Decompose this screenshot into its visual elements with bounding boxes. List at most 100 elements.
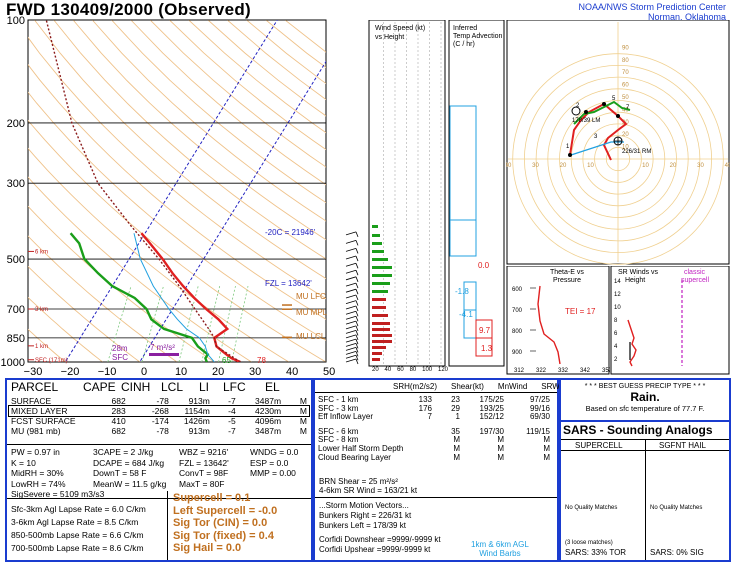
temp-tick-label: 30 [249, 366, 261, 378]
wind-speed-bar [372, 314, 388, 317]
wind-barb-flag [355, 311, 359, 317]
pressure-tick-label: 500 [7, 254, 25, 266]
kin-cell: M [453, 452, 460, 462]
wind-speed-grid [383, 22, 442, 364]
skewt-series [45, 20, 241, 362]
kin-cell: 119/15 [526, 426, 550, 436]
skewt-frame [27, 19, 327, 363]
dry-adiabat [53, 20, 326, 260]
wind-barb-flag [355, 325, 359, 332]
hodo-trace-mid [573, 100, 631, 125]
wind-barb-flag [355, 339, 359, 345]
kin-row: Cloud Bearing Layer M M M [317, 452, 551, 463]
hodo-height-marker [616, 114, 620, 118]
dry-adiabat [72, 20, 326, 241]
wind-barb-flag [355, 347, 359, 353]
dry-adiabat [28, 119, 326, 362]
parcel-row[interactable]: FCST SURFACE 410 -174 1426m -5 4096m M [9, 416, 309, 426]
hodo-tick-x: 30 [697, 163, 704, 169]
wind-speed-bar [372, 225, 378, 228]
height-label: 3 km [35, 307, 48, 313]
hodo-lm-label: 178/39 LM [572, 118, 600, 124]
temp-adv-title: Inferred [453, 25, 478, 32]
org-line-2: Norman, Oklahoma [647, 12, 726, 22]
lapse-rate: Sfc-3km Agl Lapse Rate = 6.0 C/km [11, 504, 146, 514]
barb-legend-1: 1km & 6km AGL [471, 540, 529, 549]
kin-cell: 176 [418, 403, 432, 413]
dry-adiabat [28, 64, 326, 320]
srw-panel: 14 12 10 8 6 4 2 [610, 266, 730, 375]
parcel-cell: -268 [151, 406, 169, 416]
theta-x-label: 342 [580, 368, 591, 374]
mixing-ratio-line [201, 286, 221, 362]
parcel-cell: 4096m [255, 416, 282, 426]
parcel-row[interactable]: MIXED LAYER 283 -268 1154m -4 4230m M [8, 405, 310, 417]
sig-index: Sig Tor (fixed) = 0.4 [173, 529, 274, 542]
precip-value: Rain. [630, 390, 660, 404]
kin-cell: M [453, 443, 460, 453]
hodo-tick-x: 30 [532, 163, 539, 169]
theta-subtitle: Pressure [553, 277, 582, 284]
parcel-header: CAPE [83, 380, 116, 394]
wind-barb [345, 320, 357, 325]
parcel-row[interactable]: MU (981 mb) 682 -78 913m -7 3487m M [9, 426, 309, 436]
parcel-header: PARCEL [11, 380, 59, 394]
temp-adv-value: 1.3 [481, 344, 493, 353]
temp-adv-subtitle: Temp Advection [453, 33, 503, 40]
wind-speed-tick: 60 [397, 367, 404, 373]
parcel-row[interactable]: SURFACE 682 -78 913m -7 3487m M [9, 396, 309, 406]
parcel-cell: -7 [228, 426, 236, 436]
sfc-temp-label: 78 [257, 356, 266, 365]
barb-legend: 1km & 6km AGL Wind Barbs [471, 540, 529, 558]
hodo-tick-x: 10 [642, 163, 649, 169]
parcel-cell: -78 [156, 396, 169, 406]
sars-divider-2 [561, 450, 729, 451]
thermo-col1: PW = 0.97 in K = 10 MidRH = 30% LowRH = … [11, 447, 104, 500]
kin-headers: SRH(m2/s2) Shear(kt) MnWind SRW [393, 382, 560, 391]
precip-title: * * * BEST GUESS PRECIP TYPE * * * [584, 383, 706, 390]
pressure-tick-label: 700 [7, 304, 25, 316]
mu-mpl-label: MU MPL [296, 308, 328, 317]
sars-nq2: No Quality Matches [650, 505, 703, 511]
sig-divider [167, 491, 168, 560]
wind-barb [345, 334, 357, 339]
thermo-col4: WNDG = 0.0 ESP = 0.0 MMP = 0.00 [250, 447, 298, 479]
hodo-tick-x: 40 [725, 163, 730, 169]
wind-barb [345, 255, 357, 260]
hodo-rm-label: 226/31 RM [622, 149, 651, 155]
thermo-value: FZL = 13642' [179, 457, 229, 468]
wind-barb-flag [355, 289, 359, 295]
wind-barb [345, 338, 357, 343]
kin-cell: M [497, 435, 504, 445]
mu-lcl-label: MU LCL [296, 332, 326, 341]
wind-barb [345, 358, 357, 363]
thermo-col3: WBZ = 9216' FZL = 13642' ConvT = 98F Max… [179, 447, 229, 489]
wind-speed-tick: 20 [372, 367, 379, 373]
sars-title: SARS - Sounding Analogs [563, 423, 713, 437]
sars-tor[interactable]: SARS: 33% TOR [565, 548, 627, 557]
wind-barb [345, 330, 357, 334]
kin-cell: M [453, 435, 460, 445]
sig-index: Sig Hail = 0.0 [173, 542, 242, 554]
wind-barb [345, 248, 357, 252]
wind-speed-bar [372, 322, 390, 325]
theta-p-label: 700 [512, 308, 523, 314]
parcel-cell: SURFACE [11, 396, 52, 406]
kin-header: SRH(m2/s2) [393, 382, 438, 391]
parcel-cell: 913m [188, 426, 210, 436]
wind-speed-tick: 40 [384, 367, 392, 373]
hodo-srw-vector [570, 141, 624, 156]
wind-barb [345, 350, 357, 355]
wind-barb-flag [355, 248, 359, 254]
kin-cell: 97/25 [529, 395, 550, 404]
parcel-box: PARCEL CAPE CINH LCL LI LFC EL SURFACE 68… [5, 378, 313, 562]
sars-sig[interactable]: SARS: 0% SIG [650, 548, 704, 557]
thermo-value: PW = 0.97 in [11, 447, 60, 457]
srw-h-label: 8 [614, 318, 618, 324]
srw-subtitle: Height [625, 277, 646, 284]
kin-row: Lower Half Storm Depth M M M [317, 443, 551, 454]
thermo-divider [7, 498, 311, 499]
sars-col-divider [645, 439, 646, 560]
parcel-cell: 682 [111, 426, 126, 436]
temp-tick-label: −10 [98, 366, 117, 378]
